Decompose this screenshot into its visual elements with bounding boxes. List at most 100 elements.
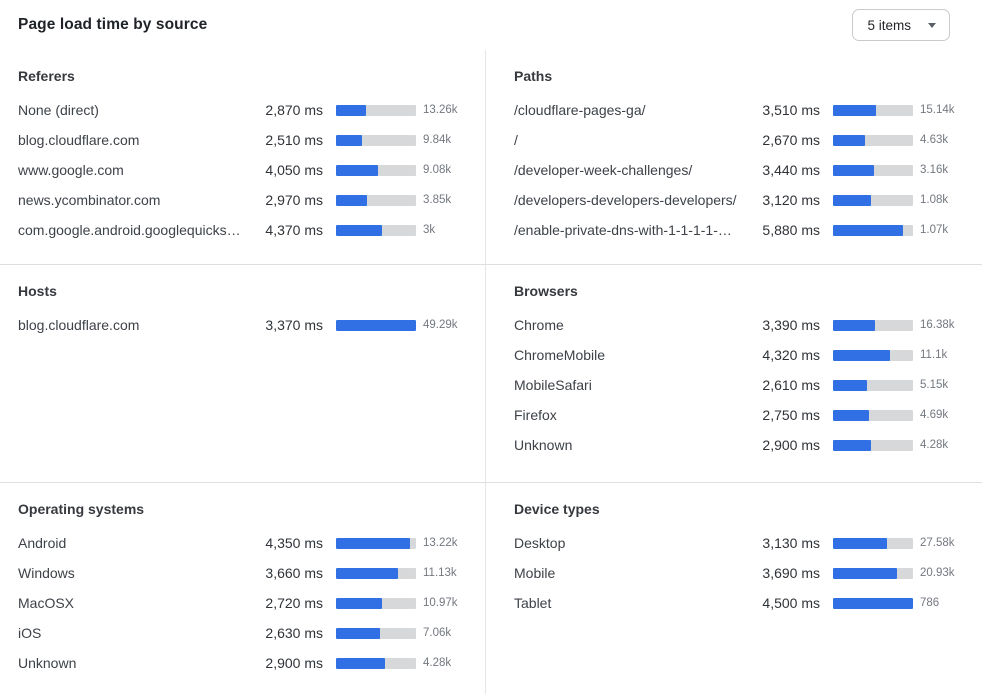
row-bar-fill [833,134,865,146]
metric-row[interactable]: Firefox 2,750 ms 4.69k [514,400,972,430]
metric-row[interactable]: Mobile 3,690 ms 20.93k [514,558,972,588]
row-ms-value: 2,900 ms [762,437,820,453]
row-bar-track [833,349,913,361]
row-ms-value: 3,660 ms [265,565,323,581]
row-bar-fill [336,627,380,639]
row-count: 4.63k [920,134,949,146]
metric-row[interactable]: blog.cloudflare.com 2,510 ms 9.84k [18,125,475,155]
panel-rows: Chrome 3,390 ms 16.38k ChromeMobile 4,320 ms… [514,310,972,460]
row-ms-value: 4,350 ms [265,535,323,551]
row-label: Android [18,535,67,551]
metric-row[interactable]: /developer-week-challenges/3,440 ms 3.16k [514,155,972,185]
row-bar-track [833,194,913,206]
row-bar-fill [336,537,410,549]
row-bar-fill [336,134,363,146]
panel-title: Operating systems [18,501,145,517]
row-label: Windows [18,565,75,581]
metric-row[interactable]: MobileSafari 2,610 ms 5.15k [514,370,972,400]
row-ms-value: 3,370 ms [265,317,323,333]
row-bar-track [336,597,416,609]
row-bar-fill [336,567,398,579]
panel-title: Device types [514,501,600,517]
row-bar-track [833,319,913,331]
row-ms-value: 2,870 ms [265,102,323,118]
row-bar-track [336,627,416,639]
row-bar-track [336,567,416,579]
panel-rows: blog.cloudflare.com 3,370 ms 49.29k [18,310,475,340]
panel-hosts: Hosts blog.cloudflare.com 3,370 ms 49.29k [0,265,486,483]
row-label: / [514,132,518,148]
items-count-dropdown[interactable]: 5 items [852,9,950,41]
row-ms-value: 3,120 ms [762,192,820,208]
panel-device-types: Device types Desktop 3,130 ms 27.58k Mobile 3… [486,483,982,694]
row-bar-fill [833,194,871,206]
row-ms-value: 2,900 ms [265,655,323,671]
row-bar-fill [833,319,876,331]
metric-row[interactable]: ChromeMobile 4,320 ms 11.1k [514,340,972,370]
row-bar-fill [336,104,367,116]
metric-row[interactable]: com.google.android.googlequicksearc… 4,37… [18,215,475,245]
panel-referers: Referers None (direct) 2,870 ms 13.26k blog.… [0,50,486,265]
metric-row[interactable]: news.ycombinator.com 2,970 ms 3.85k [18,185,475,215]
row-label: www.google.com [18,162,124,178]
row-bar-fill [833,104,877,116]
row-bar-fill [336,319,416,331]
row-label: /developers-developers-developers/ [514,192,737,208]
row-ms-value: 2,510 ms [265,132,323,148]
row-ms-value: 3,130 ms [762,535,820,551]
row-bar-fill [833,379,867,391]
metric-row[interactable]: blog.cloudflare.com 3,370 ms 49.29k [18,310,475,340]
panel-title: Paths [514,68,553,84]
metric-row[interactable]: / 2,670 ms 4.63k [514,125,972,155]
panel-rows: Android 4,350 ms 13.22k Windows 3,660 ms 11.1… [18,528,475,678]
row-count: 3k [423,224,436,236]
panel-operating-systems: Operating systems Android 4,350 ms 13.22k Wi… [0,483,486,694]
row-bar-track [833,567,913,579]
row-label: iOS [18,625,42,641]
row-ms-value: 4,370 ms [265,222,323,238]
metric-row[interactable]: /cloudflare-pages-ga/3,510 ms 15.14k [514,95,972,125]
row-bar-track [833,537,913,549]
row-label: /enable-private-dns-with-1-1-1-1-on-… [514,222,742,238]
metric-row[interactable]: www.google.com 4,050 ms 9.08k [18,155,475,185]
metric-row[interactable]: None (direct) 2,870 ms 13.26k [18,95,475,125]
metric-row[interactable]: Chrome 3,390 ms 16.38k [514,310,972,340]
metric-row[interactable]: iOS 2,630 ms 7.06k [18,618,475,648]
row-label: Mobile [514,565,556,581]
row-bar-track [833,164,913,176]
metric-row[interactable]: MacOSX 2,720 ms 10.97k [18,588,475,618]
chevron-down-icon [928,23,936,28]
row-count: 13.22k [423,537,458,549]
row-bar-track [833,439,913,451]
row-count: 4.69k [920,409,949,421]
row-ms-value: 4,050 ms [265,162,323,178]
row-ms-value: 2,720 ms [265,595,323,611]
panel-paths: Paths/cloudflare-pages-ga/3,510 ms 15.14k… [486,50,982,265]
row-ms-value: 2,610 ms [762,377,820,393]
panel-rows: None (direct) 2,870 ms 13.26k blog.cloudfla… [18,95,475,245]
row-count: 20.93k [920,567,955,579]
row-count: 3.85k [423,194,452,206]
row-bar-fill [833,349,890,361]
row-count: 1.08k [920,194,949,206]
metric-row[interactable]: /developers-developers-developers/3,120 … [514,185,972,215]
row-ms-value: 4,320 ms [762,347,820,363]
row-bar-track [336,319,416,331]
metric-row[interactable]: Android 4,350 ms 13.22k [18,528,475,558]
row-label: Unknown [514,437,573,453]
row-ms-value: 2,750 ms [762,407,820,423]
panel-rows: /cloudflare-pages-ga/3,510 ms 15.14k / 2,67… [514,95,972,245]
metric-row[interactable]: Tablet 4,500 ms 786 [514,588,972,618]
metric-row[interactable]: Desktop 3,130 ms 27.58k [514,528,972,558]
row-ms-value: 3,390 ms [762,317,820,333]
row-bar-track [833,134,913,146]
row-count: 15.14k [920,104,955,116]
row-label: Chrome [514,317,564,333]
metric-row[interactable]: Unknown 2,900 ms 4.28k [514,430,972,460]
row-count: 49.29k [423,319,458,331]
row-bar-fill [336,657,385,669]
metric-row[interactable]: Unknown 2,900 ms 4.28k [18,648,475,678]
metric-row[interactable]: Windows 3,660 ms 11.13k [18,558,475,588]
row-label: ChromeMobile [514,347,606,363]
metric-row[interactable]: /enable-private-dns-with-1-1-1-1-on-… 5,8… [514,215,972,245]
